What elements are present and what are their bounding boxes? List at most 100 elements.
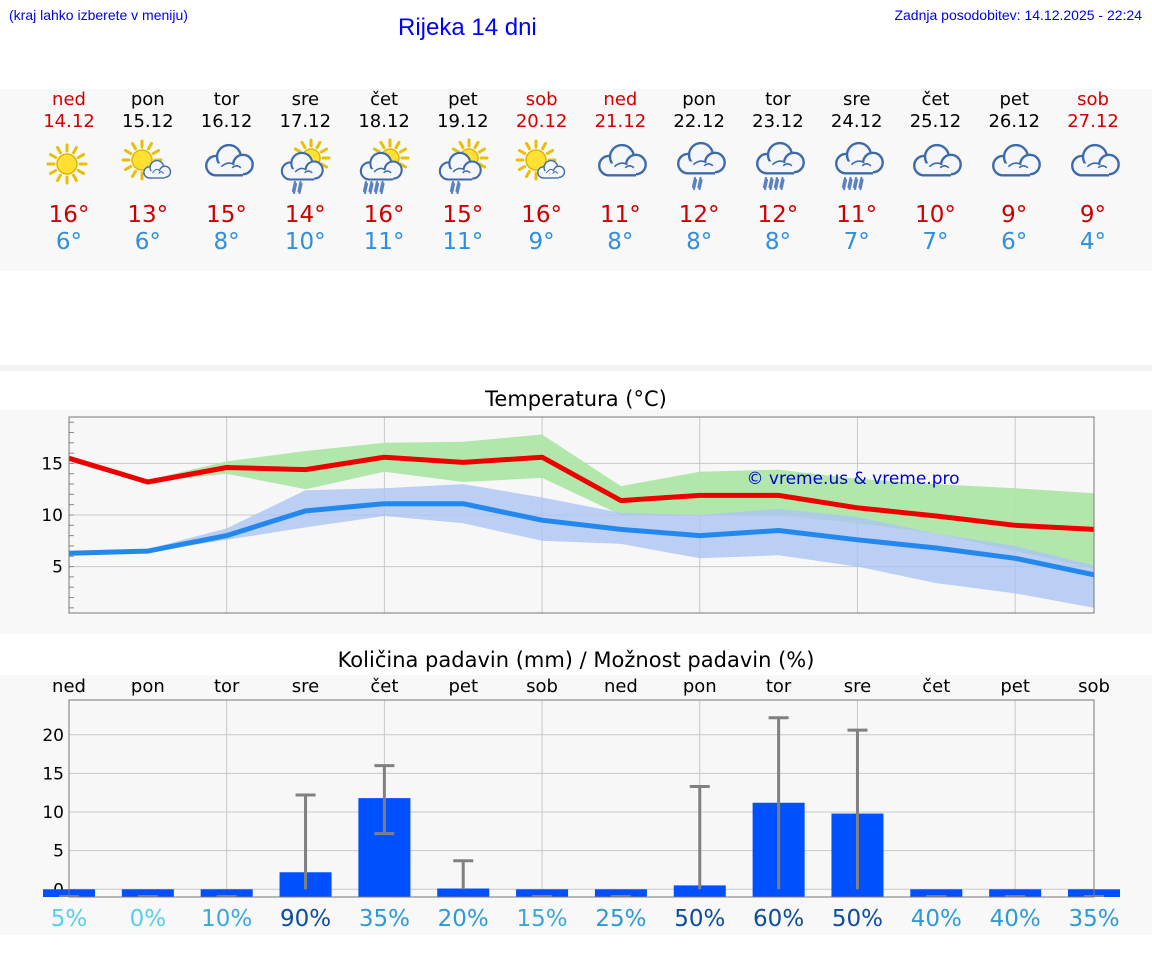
max-temperature: 12° xyxy=(678,202,720,228)
forecast-day: sob 20.12 16° 9° xyxy=(502,89,582,256)
day-date: 19.12 xyxy=(437,111,489,132)
day-label: čet xyxy=(922,676,950,697)
precip-bar xyxy=(673,885,726,897)
day-date: 18.12 xyxy=(358,111,410,132)
plot-frame xyxy=(68,699,1095,898)
max-temperature: 13° xyxy=(127,202,169,228)
day-name: pon xyxy=(682,89,717,110)
temperature-chart-title: Temperatura (°C) xyxy=(485,387,667,411)
precip-probability: 20% xyxy=(438,906,489,932)
forecast-day: sre 24.12 11° 7° xyxy=(817,89,897,256)
forecast-day: sre 17.12 14° 10° xyxy=(265,89,345,256)
min-temperature: 6° xyxy=(134,229,161,255)
precip-probability: 5% xyxy=(51,906,88,932)
day-date: 17.12 xyxy=(279,111,332,132)
forecast-day: ned 14.12 16° 6° xyxy=(29,89,109,256)
day-date: 25.12 xyxy=(909,111,962,132)
precip-bar xyxy=(910,889,963,897)
max-temperature: 16° xyxy=(48,202,90,228)
cloudy-icon xyxy=(598,143,648,177)
max-temperature: 15° xyxy=(206,202,247,228)
daily-forecast-strip: ned 14.12 16° 6° pon 15.12 13° 6° tor 16.12 15° 8… xyxy=(0,89,1152,271)
precip-bar xyxy=(437,888,490,897)
forecast-day: pon 15.12 13° 6° xyxy=(108,89,188,256)
cloudy-icon xyxy=(1071,143,1120,177)
day-date: 15.12 xyxy=(122,111,174,132)
precip-probability: 35% xyxy=(359,906,410,932)
cloudy-icon xyxy=(204,143,254,177)
day-label: pon xyxy=(131,676,165,697)
min-temperature: 11° xyxy=(363,229,405,255)
plot-frame xyxy=(68,416,1095,614)
day-date: 14.12 xyxy=(43,111,95,132)
sun-cloud-rain-icon xyxy=(438,138,489,195)
forecast-day: tor 23.12 12° 8° xyxy=(738,89,818,256)
day-date: 24.12 xyxy=(830,111,883,132)
day-label: sre xyxy=(292,676,319,697)
day-label: pet xyxy=(1000,676,1030,697)
day-label: tor xyxy=(766,676,792,697)
day-name: sre xyxy=(842,89,871,110)
y-tick-label: 15 xyxy=(42,764,64,784)
max-temperature: 11° xyxy=(599,202,641,228)
min-temperature: 8° xyxy=(764,229,791,255)
forecast-day: sob 27.12 9° 4° xyxy=(1053,89,1133,256)
day-name: tor xyxy=(765,89,791,110)
day-name: tor xyxy=(213,89,240,110)
day-label: čet xyxy=(370,676,398,697)
day-label: sre xyxy=(844,676,871,697)
watermark: © vreme.us & vreme.pro xyxy=(746,469,959,489)
min-temperature: 7° xyxy=(843,229,870,255)
precip-probability: 50% xyxy=(832,906,883,932)
sun-cloud-rain-icon xyxy=(281,138,331,195)
forecast-day: tor 16.12 15° 8° xyxy=(187,89,267,256)
day-name: sob xyxy=(1077,89,1109,110)
sun-icon xyxy=(46,143,88,185)
min-temperature: 9° xyxy=(528,229,555,255)
day-date: 23.12 xyxy=(752,111,804,132)
min-temperature: 6° xyxy=(1001,229,1028,255)
sun-small-cloud-icon xyxy=(515,139,565,181)
precip-bar xyxy=(516,889,569,897)
precip-bar xyxy=(121,889,174,897)
page-title: Rijeka 14 dni xyxy=(398,14,537,41)
forecast-day: ned 21.12 11° 8° xyxy=(580,89,660,256)
max-temperature: 16° xyxy=(521,202,562,228)
precip-bar xyxy=(989,889,1042,897)
precip-probability: 50% xyxy=(674,906,725,932)
day-label: pet xyxy=(448,676,478,697)
max-temperature: 9° xyxy=(1001,202,1028,228)
day-name: čet xyxy=(370,89,399,110)
day-label: ned xyxy=(52,676,86,697)
y-tick-label: 20 xyxy=(42,726,64,746)
max-temperature: 15° xyxy=(442,202,484,228)
cloudy-icon xyxy=(913,143,963,177)
precip-bar xyxy=(594,889,647,897)
sun-cloud-heavy-rain-icon xyxy=(359,138,410,195)
max-temperature: 12° xyxy=(757,202,799,228)
forecast-day: pet 26.12 9° 6° xyxy=(974,89,1054,256)
day-name: čet xyxy=(921,89,950,110)
day-name: sob xyxy=(525,89,558,110)
max-temperature: 16° xyxy=(363,202,405,228)
precipitation-chart-title: Količina padavin (mm) / Možnost padavin … xyxy=(337,648,815,672)
day-label: ned xyxy=(604,676,638,697)
precip-probability: 15% xyxy=(517,906,568,932)
last-update-stamp: Zadnja posodobitev: 14.12.2025 - 22:24 xyxy=(894,7,1142,23)
day-date: 21.12 xyxy=(594,111,647,132)
max-temperature: 9° xyxy=(1079,202,1107,228)
day-name: pet xyxy=(448,89,478,110)
cloud-rain-icon xyxy=(677,141,727,191)
min-temperature: 10° xyxy=(284,229,326,255)
day-date: 22.12 xyxy=(673,111,725,132)
tmax-line xyxy=(68,454,1095,532)
plot-area xyxy=(69,700,1094,897)
y-tick-label: 10 xyxy=(42,803,64,823)
forecast-day: pon 22.12 12° 8° xyxy=(659,89,739,256)
precip-probability: 40% xyxy=(911,906,962,932)
min-temperature: 6° xyxy=(55,229,83,255)
precip-probability: 25% xyxy=(595,906,646,932)
cloud-heavy-rain-icon xyxy=(834,141,884,191)
day-date: 26.12 xyxy=(988,111,1040,132)
